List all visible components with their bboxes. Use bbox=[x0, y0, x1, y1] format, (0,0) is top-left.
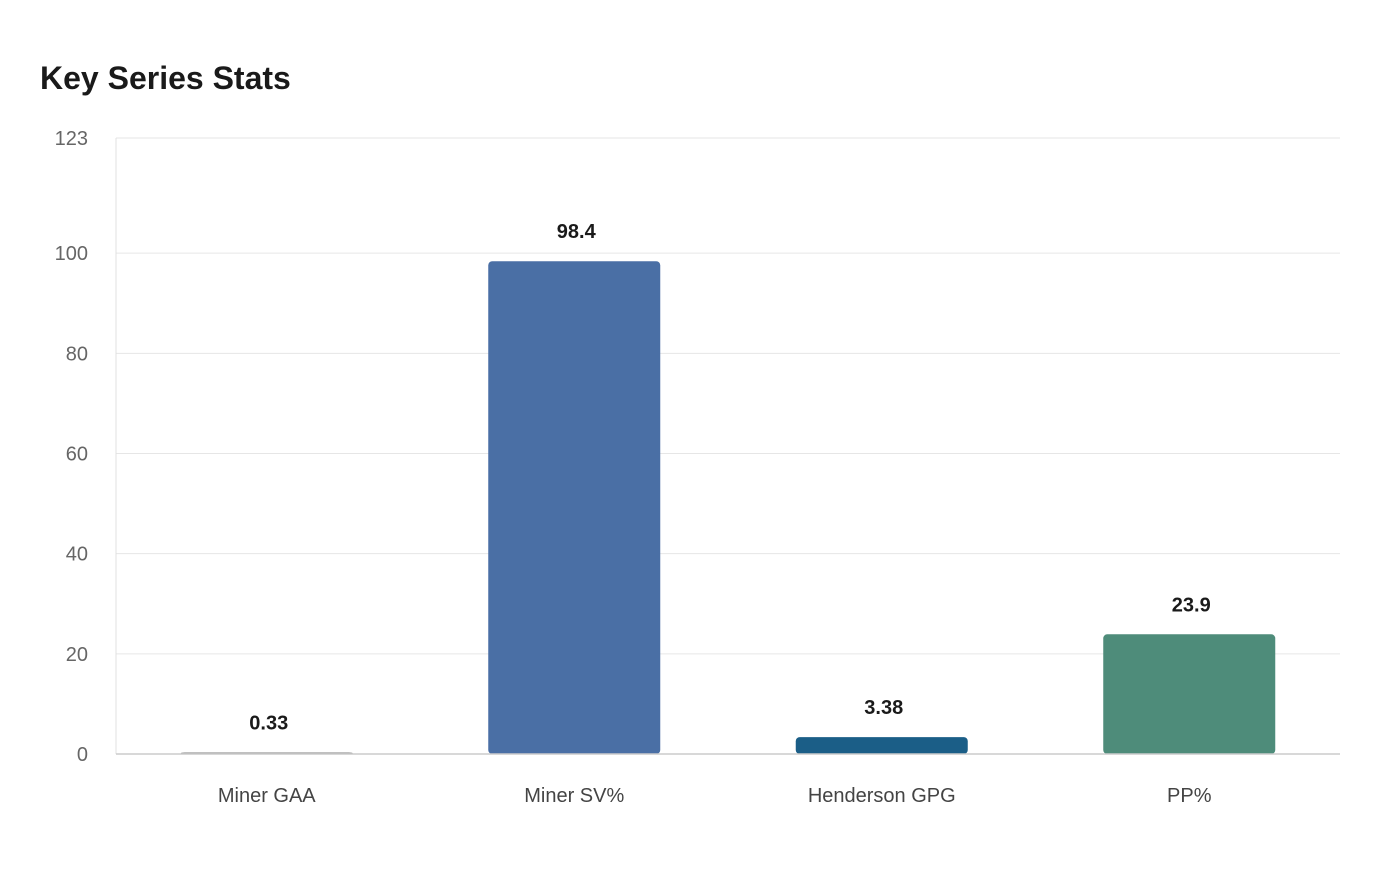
gridlines bbox=[116, 137, 1340, 655]
bars bbox=[180, 261, 1276, 754]
y-tick-label: 80 bbox=[66, 343, 88, 365]
y-axis-ticks: 0 20 40 60 80 100 123 bbox=[55, 128, 88, 766]
y-tick-label: 60 bbox=[66, 444, 88, 466]
value-label: 23.9 bbox=[1172, 594, 1211, 616]
y-tick-label: 0 bbox=[77, 744, 88, 766]
value-label: 98.4 bbox=[557, 221, 597, 243]
value-labels: 0.33 98.4 3.38 23.9 bbox=[249, 221, 1210, 734]
y-tick-label: 123 bbox=[55, 128, 88, 150]
bar bbox=[1103, 634, 1276, 754]
value-label: 0.33 bbox=[249, 712, 288, 734]
bar bbox=[488, 261, 661, 754]
x-axis-labels: Miner GAA Miner SV% Henderson GPG PP% bbox=[218, 785, 1212, 807]
y-tick-label: 40 bbox=[66, 544, 88, 566]
x-tick-label: Miner SV% bbox=[524, 785, 624, 807]
x-tick-label: Henderson GPG bbox=[808, 785, 956, 807]
y-tick-label: 100 bbox=[55, 243, 88, 265]
x-tick-label: Miner GAA bbox=[218, 785, 316, 807]
value-label: 3.38 bbox=[864, 697, 903, 719]
bar bbox=[795, 737, 968, 754]
chart-title: Key Series Stats bbox=[40, 60, 291, 96]
y-tick-label: 20 bbox=[66, 644, 88, 666]
x-tick-label: PP% bbox=[1167, 785, 1212, 807]
